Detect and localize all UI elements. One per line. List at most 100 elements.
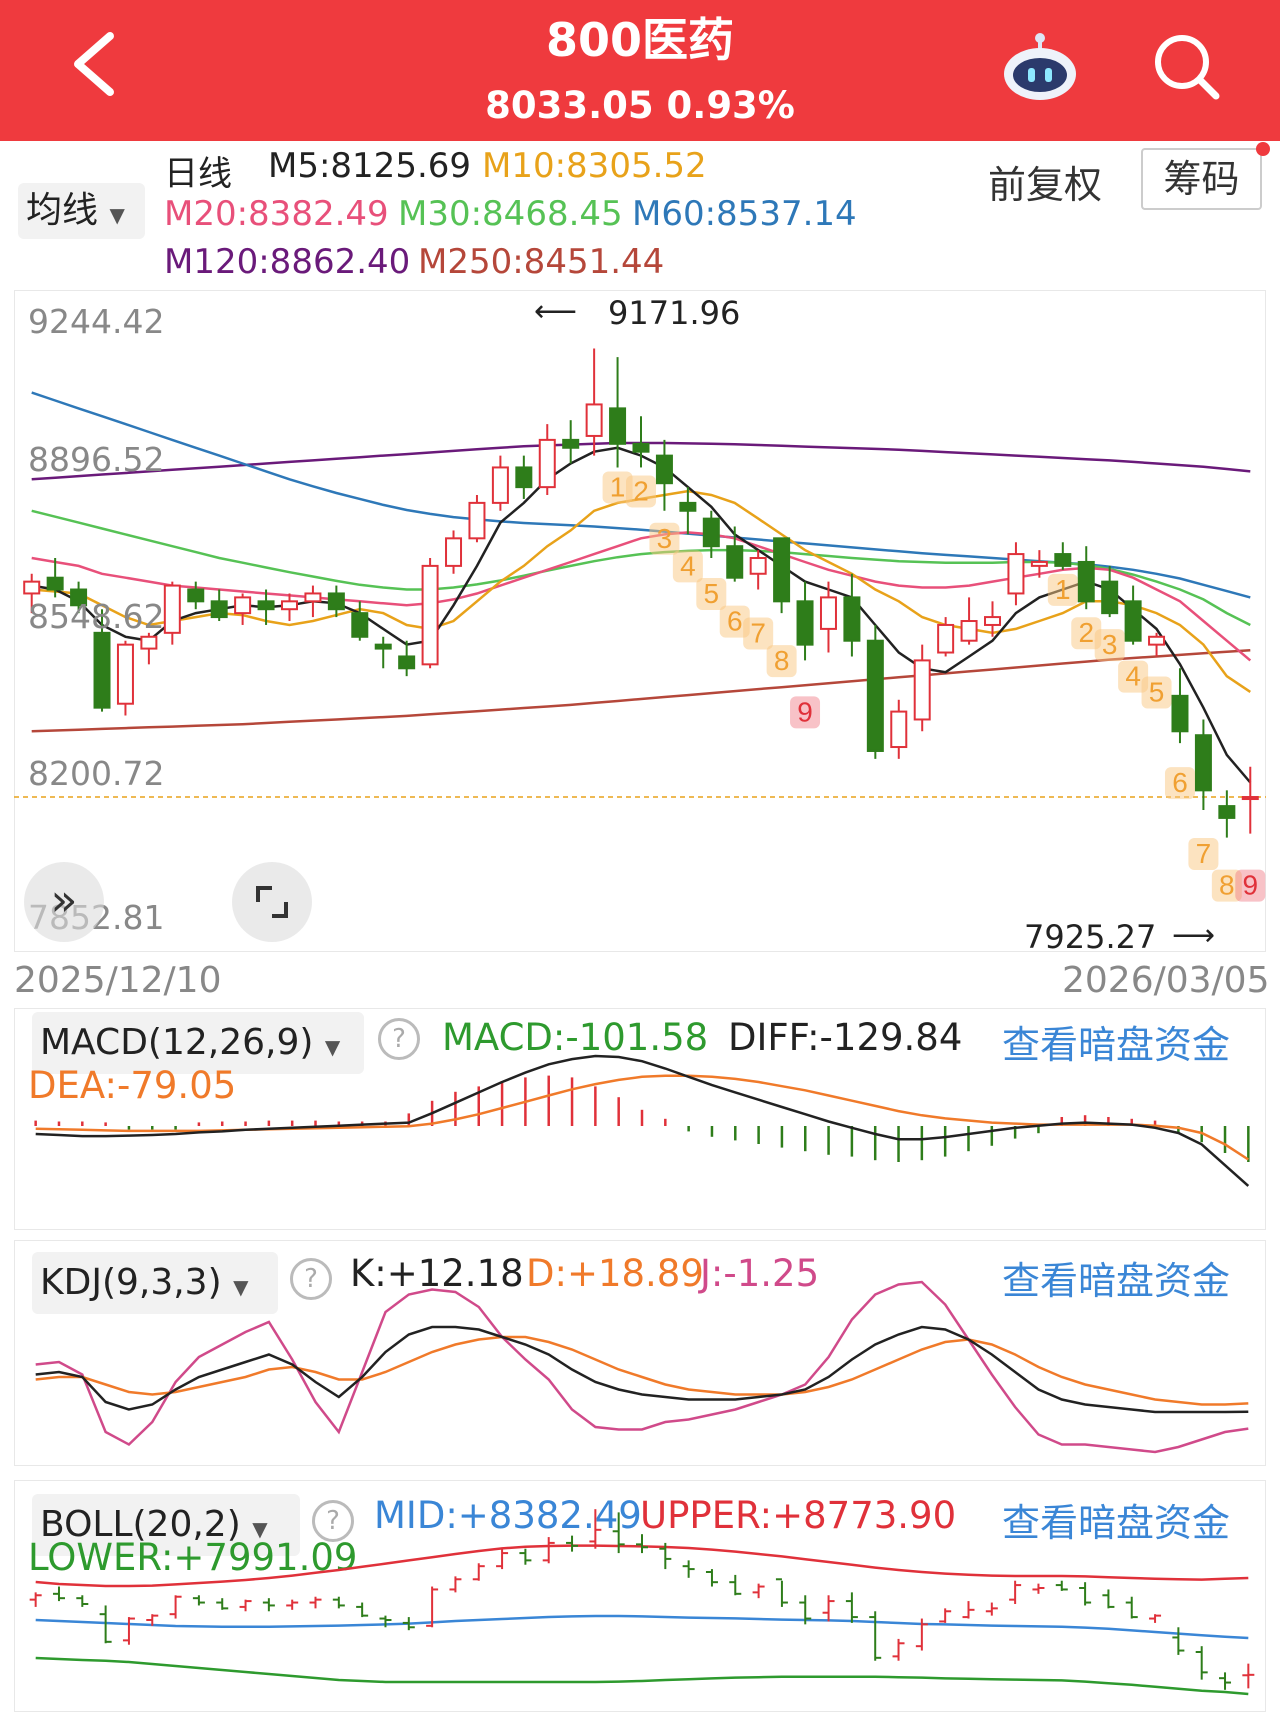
candle-down: [327, 592, 345, 611]
high-arrow-icon: ⟵: [534, 294, 578, 329]
chouma-button[interactable]: 筹码: [1141, 148, 1262, 210]
boll-help-icon[interactable]: ?: [312, 1500, 354, 1542]
candle-down: [866, 639, 884, 752]
candle-down: [843, 596, 861, 642]
td-badge: [1235, 869, 1266, 902]
td-badge: [1071, 617, 1102, 650]
kdj-dropdown-label: KDJ(9,3,3): [40, 1262, 222, 1303]
fullscreen-icon: [256, 886, 288, 918]
expand-left-icon[interactable]: »: [24, 862, 104, 942]
kdj-chart: [35, 1280, 1249, 1454]
candle-down: [46, 576, 64, 591]
back-arrow-icon[interactable]: [66, 30, 120, 98]
macd-dark-pool-link[interactable]: 查看暗盘资金: [1002, 1023, 1231, 1067]
kdj-help-icon[interactable]: ?: [290, 1258, 332, 1300]
kdj-dark-pool-link[interactable]: 查看暗盘资金: [1002, 1259, 1231, 1303]
y-label-3: 8548.62: [28, 597, 165, 636]
candle-up: [538, 438, 556, 489]
high-price-marker: 9171.96: [608, 294, 741, 332]
td-badge: [602, 471, 633, 504]
search-icon[interactable]: [1152, 32, 1222, 102]
low-arrow-icon: ⟶: [1172, 918, 1216, 953]
date-end: 2026/03/05: [1062, 960, 1270, 1001]
candle-down: [257, 600, 275, 611]
ma30-value: M30:8468.45: [398, 194, 623, 234]
td-label: 2: [1078, 617, 1094, 648]
ma-line-m20: [31, 531, 1252, 662]
td-label: 2: [633, 475, 649, 506]
candle-up: [1148, 635, 1166, 646]
td-badge: [790, 696, 821, 729]
td-label: 5: [1149, 676, 1165, 707]
candle-down: [773, 537, 791, 603]
td-badge: [649, 522, 680, 555]
candle-up: [1030, 560, 1048, 567]
candle-down: [93, 631, 111, 709]
caret-down-icon: ▼: [233, 1275, 249, 1299]
td-label: 9: [797, 696, 813, 727]
period-label: 日线: [164, 154, 232, 194]
candle-down: [351, 612, 369, 638]
candle-up: [140, 635, 158, 650]
candle-up: [280, 600, 298, 611]
macd-dropdown[interactable]: MACD(12,26,9) ▼: [32, 1012, 364, 1074]
candle-down: [679, 501, 697, 512]
notification-dot: [1256, 142, 1270, 156]
macd-dea-value: DEA:-79.05: [28, 1064, 237, 1107]
macd-value: MACD:-101.58: [442, 1016, 709, 1059]
td-badge: [1141, 676, 1172, 709]
macd-panel: [14, 1008, 1266, 1230]
td-badge: [1211, 869, 1242, 902]
candle-down: [1101, 580, 1119, 615]
td-badge: [1164, 767, 1195, 800]
fuquan-button[interactable]: 前复权: [988, 163, 1103, 207]
boll-dropdown-label: BOLL(20,2): [40, 1504, 241, 1545]
td-label: 8: [774, 645, 790, 676]
td-badge: [766, 645, 797, 678]
td-badge: [626, 475, 656, 508]
candle-up: [913, 659, 931, 721]
candle-up: [304, 592, 322, 603]
td-label: 3: [1102, 629, 1118, 660]
candle-down: [187, 588, 205, 603]
fullscreen-button[interactable]: [232, 862, 312, 942]
candle-up: [421, 564, 439, 666]
caret-down-icon: ▼: [252, 1517, 268, 1541]
candle-down: [1054, 553, 1072, 567]
kdj-j-value: J:-1.25: [700, 1252, 820, 1295]
candle-down: [515, 466, 533, 489]
caret-down-icon: ▼: [324, 1035, 341, 1059]
boll-dark-pool-link[interactable]: 查看暗盘资金: [1002, 1501, 1231, 1545]
candle-down: [726, 545, 744, 579]
candle-up: [585, 403, 603, 437]
td-badge: [1118, 660, 1149, 693]
boll-dropdown[interactable]: BOLL(20,2) ▼: [32, 1494, 300, 1556]
candle-down: [562, 438, 580, 449]
candle-up: [234, 596, 252, 615]
macd-help-icon[interactable]: ?: [378, 1018, 420, 1060]
robot-icon[interactable]: [1000, 28, 1080, 104]
stock-price-change: 8033.05 0.93%: [485, 84, 795, 127]
candle-down: [1218, 805, 1236, 819]
macd-dropdown-label: MACD(12,26,9): [40, 1022, 314, 1063]
candle-up: [491, 466, 509, 504]
boll-lower-line: [35, 1656, 1249, 1696]
caret-down-icon: ▼: [109, 203, 125, 227]
boll-mid-line: [35, 1614, 1249, 1640]
candle-down: [70, 588, 88, 607]
td-label: 3: [657, 523, 673, 554]
td-label: 7: [1196, 838, 1212, 869]
td-badge: [1188, 838, 1219, 871]
candle-up: [445, 537, 463, 567]
candle-up: [1007, 553, 1025, 595]
ma20-value: M20:8382.49: [164, 194, 389, 234]
kdj-dropdown[interactable]: KDJ(9,3,3) ▼: [32, 1252, 278, 1314]
ma60-value: M60:8537.14: [632, 194, 857, 234]
kdj-j-line: [35, 1280, 1249, 1454]
ma-dropdown[interactable]: 均线 ▼: [18, 183, 145, 239]
macd-diff-value: DIFF:-129.84: [728, 1016, 963, 1059]
td-badge: [719, 605, 750, 638]
ma5-value: M5:8125.69: [268, 146, 472, 186]
app-header: 800医药 8033.05 0.93%: [0, 0, 1280, 141]
